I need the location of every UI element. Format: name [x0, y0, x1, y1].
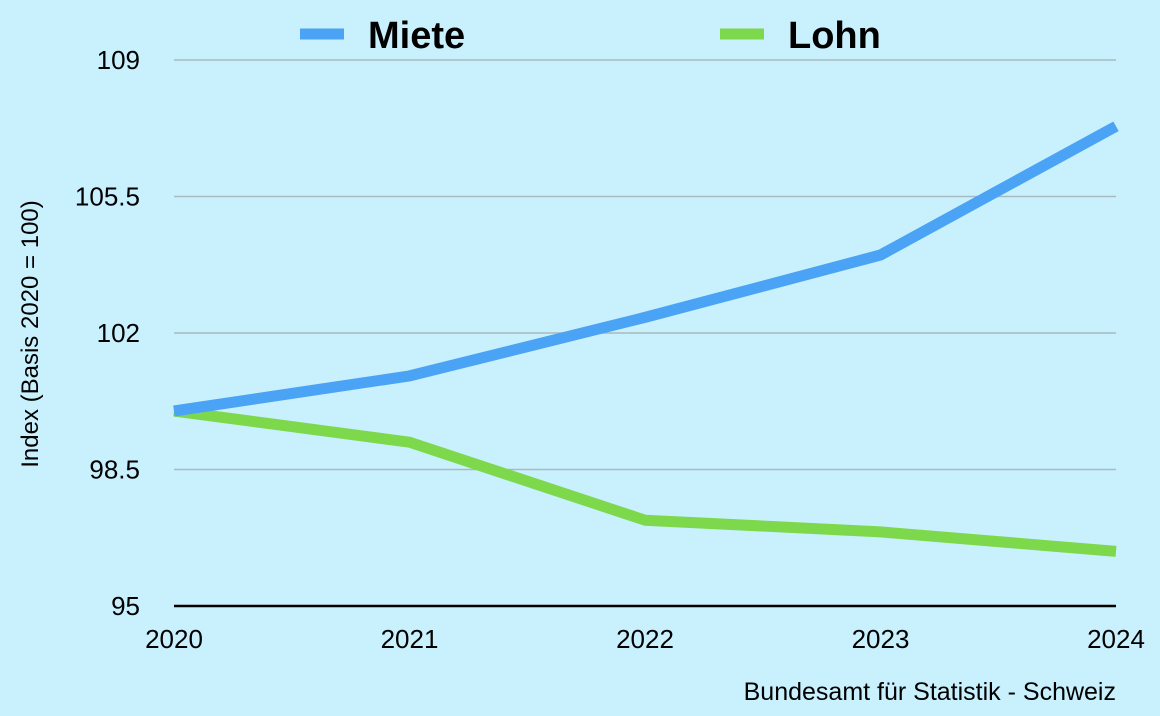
- y-tick-label: 105.5: [75, 182, 140, 212]
- y-tick-label: 98.5: [89, 455, 140, 485]
- x-axis-ticks: 2020 2021 2022 2023 2024: [145, 624, 1145, 654]
- series-line-miete: [173, 121, 1119, 417]
- x-tick-label: 2024: [1087, 624, 1145, 654]
- y-axis-title: Index (Basis 2020 = 100): [17, 200, 44, 468]
- legend-label-miete: Miete: [368, 15, 465, 57]
- y-axis-ticks: 95 98.5 102 105.5 109: [75, 45, 140, 621]
- x-tick-label: 2021: [381, 624, 439, 654]
- legend: Miete Lohn: [300, 15, 881, 57]
- source-note: Bundesamt für Statistik - Schweiz: [744, 678, 1116, 706]
- series-line-lohn: [173, 405, 1117, 557]
- y-tick-label: 109: [97, 45, 140, 75]
- y-tick-label: 95: [111, 591, 140, 621]
- x-tick-label: 2022: [616, 624, 674, 654]
- series-lines: [173, 121, 1119, 557]
- gridlines: [174, 59, 1116, 608]
- legend-label-lohn: Lohn: [788, 15, 881, 57]
- x-tick-label: 2023: [852, 624, 910, 654]
- x-tick-label: 2020: [145, 624, 203, 654]
- y-tick-label: 102: [97, 318, 140, 348]
